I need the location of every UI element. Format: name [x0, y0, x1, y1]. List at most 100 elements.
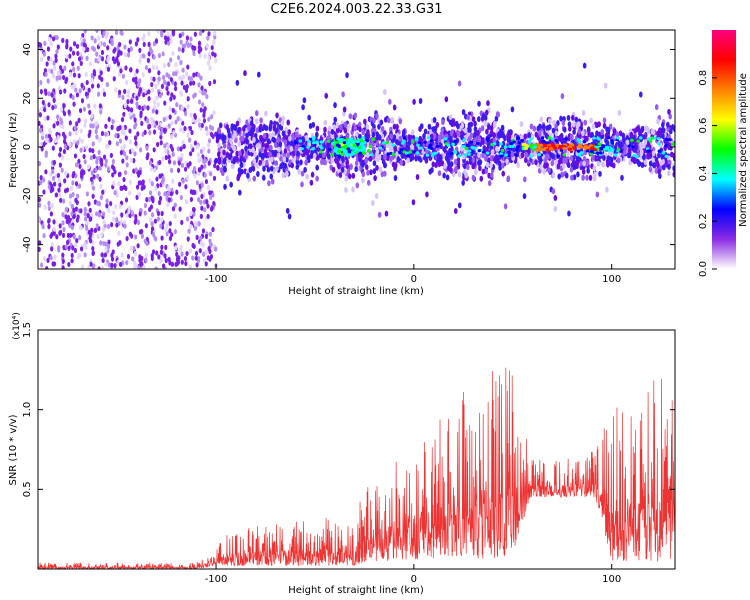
heatmap-cell: [177, 75, 182, 81]
heatmap-cell: [198, 30, 203, 36]
heatmap-cell: [473, 120, 477, 127]
heatmap-cell: [503, 145, 508, 149]
heatmap-cell: [537, 148, 543, 152]
heatmap-cell: [529, 123, 534, 130]
colorbar-label: Normalized spectral amplitude: [738, 73, 749, 227]
heatmap-cell: [54, 137, 58, 144]
heatmap-cell: [554, 123, 558, 130]
heatmap-cell: [456, 123, 460, 130]
heatmap-cell: [596, 160, 601, 167]
heatmap-cell: [62, 74, 66, 81]
heatmap-cell: [99, 194, 104, 200]
heatmap-cell: [87, 87, 91, 93]
heatmap-cell: [668, 113, 672, 120]
heatmap-cell: [418, 97, 423, 104]
heatmap-cell: [56, 44, 60, 50]
heatmap-cell: [188, 264, 193, 269]
heatmap-cell: [88, 109, 92, 115]
heatmap-cell: [268, 151, 272, 158]
heatmap-cell: [159, 130, 163, 136]
heatmap-cell: [501, 162, 505, 169]
heatmap-cell: [638, 136, 643, 140]
heatmap-cell: [145, 155, 149, 161]
heatmap-cell: [129, 107, 134, 113]
heatmap-cell: [51, 73, 56, 79]
heatmap-cell: [529, 154, 533, 158]
heatmap-cell: [146, 57, 151, 63]
heatmap-cell: [125, 79, 129, 86]
heatmap-cell: [315, 131, 319, 138]
heatmap-cell: [346, 168, 351, 175]
heatmap-cell: [179, 91, 184, 97]
heatmap-cell: [572, 128, 576, 135]
heatmap-cell: [213, 34, 217, 40]
heatmap-cell: [40, 106, 44, 112]
heatmap-cell: [337, 149, 342, 154]
heatmap-cell: [627, 147, 632, 154]
heatmap-cell: [83, 241, 87, 248]
heatmap-cell: [101, 189, 105, 195]
heatmap-cell: [173, 202, 177, 208]
heatmap-cell: [671, 142, 675, 146]
heatmap-cell: [375, 113, 379, 120]
heatmap-cell: [435, 144, 440, 148]
heatmap-cell: [127, 106, 131, 112]
heatmap-cell: [303, 166, 307, 173]
heatmap-cell: [101, 257, 105, 264]
heatmap-cell: [41, 99, 45, 106]
heatmap-cell: [202, 108, 206, 114]
heatmap-cell: [272, 126, 277, 133]
heatmap-cell: [165, 231, 169, 237]
heatmap-cell: [193, 31, 197, 37]
heatmap-cell: [140, 228, 144, 235]
heatmap-cell: [132, 245, 136, 252]
heatmap-cell: [661, 122, 665, 129]
heatmap-cell: [170, 261, 175, 268]
heatmap-cell: [80, 138, 85, 144]
heatmap-cell: [63, 134, 67, 140]
heatmap-cell: [120, 30, 124, 36]
heatmap-cell: [122, 143, 127, 150]
heatmap-cell: [121, 125, 125, 132]
heatmap-cell: [58, 152, 62, 158]
heatmap-cell: [200, 122, 204, 128]
heatmap-cell: [367, 149, 371, 153]
heatmap-cell: [564, 172, 569, 179]
heatmap-cell: [135, 68, 139, 74]
heatmap-cell: [630, 138, 634, 142]
heatmap-cell: [235, 79, 240, 86]
heatmap-cell: [311, 147, 315, 151]
heatmap-cell: [192, 211, 196, 217]
heatmap-cell: [598, 151, 603, 155]
heatmap-cell: [315, 125, 320, 132]
heatmap-cell: [50, 231, 54, 238]
heatmap-cell: [134, 79, 138, 85]
heatmap-cell: [393, 175, 398, 182]
heatmap-cell: [248, 143, 253, 150]
heatmap-cell: [183, 166, 188, 172]
colorbar: [712, 30, 736, 269]
heatmap-cell: [516, 136, 521, 140]
heatmap-cell: [188, 248, 193, 254]
heatmap-cell: [200, 193, 204, 200]
heatmap-cell: [385, 141, 389, 145]
heatmap-cell: [667, 108, 671, 115]
heatmap-cell: [620, 174, 624, 181]
heatmap-cell: [201, 30, 205, 33]
heatmap-cell: [188, 137, 192, 143]
heatmap-cell: [581, 168, 586, 175]
heatmap-cell: [201, 102, 205, 108]
heatmap-cell: [520, 152, 525, 159]
heatmap-cell: [121, 73, 126, 79]
heatmap-cell: [122, 151, 127, 157]
heatmap-cell: [82, 46, 86, 52]
heatmap-cell: [166, 144, 170, 150]
heatmap-cell: [252, 136, 256, 143]
heatmap-cell: [244, 145, 248, 152]
heatmap-cell: [301, 135, 305, 142]
heatmap-cell: [453, 158, 458, 165]
heatmap-cell: [47, 205, 51, 212]
heatmap-cell: [510, 106, 515, 113]
heatmap-cell: [611, 162, 616, 169]
heatmap-cell: [117, 89, 122, 95]
